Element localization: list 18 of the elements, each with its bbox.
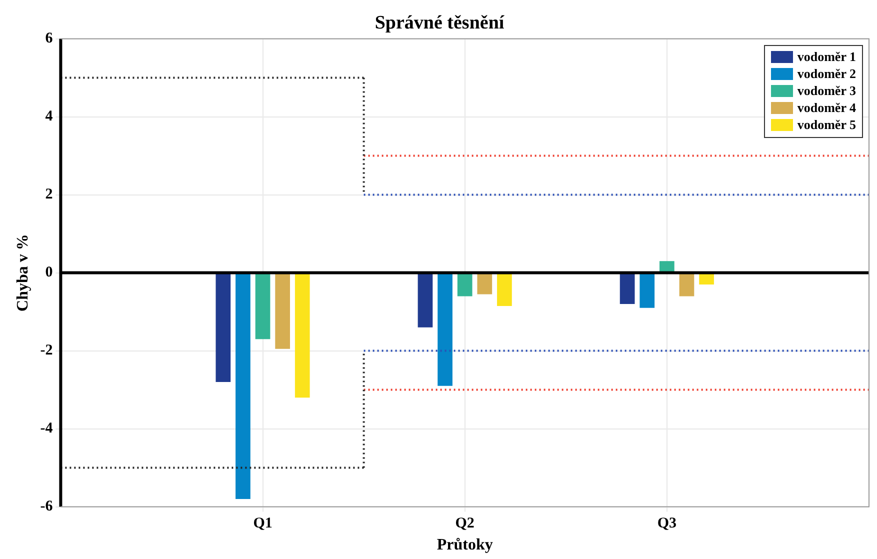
x-tick-label: Q3 [657, 516, 677, 532]
y-tick-label: 2 [45, 186, 53, 203]
y-tick-label: -6 [40, 498, 54, 515]
y-axis-title: Chyba v % [14, 234, 32, 312]
y-tick-label: -2 [40, 342, 53, 359]
y-tick-label: 4 [45, 108, 54, 125]
legend-label: vodoměr 3 [797, 83, 856, 100]
legend-label: vodoměr 2 [797, 66, 856, 82]
x-tick-label: Q1 [253, 516, 272, 532]
legend-label: vodoměr 4 [797, 100, 856, 116]
y-tick-label: 0 [45, 264, 53, 281]
x-tick-label: Q2 [455, 516, 474, 532]
chart-title: Správné těsnění [374, 12, 505, 34]
y-tick-label: 6 [45, 30, 54, 47]
y-tick-label: -4 [40, 420, 54, 437]
x-axis-title: Průtoky [436, 536, 493, 554]
legend-label: vodoměr 1 [797, 49, 856, 66]
legend-label: vodoměr 5 [797, 117, 856, 134]
